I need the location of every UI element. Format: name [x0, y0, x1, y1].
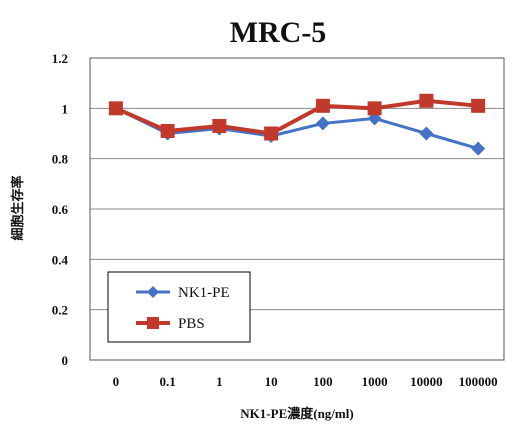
data-point-diamond	[471, 141, 486, 156]
x-tick-label: 10	[265, 374, 278, 389]
data-point-square	[315, 98, 330, 113]
x-tick-labels: 0 0.1 1 10 100 1000 10000 100000	[113, 374, 498, 389]
data-point-square	[419, 93, 434, 108]
legend-label: NK1-PE	[178, 285, 230, 301]
x-tick-label: 100000	[459, 374, 498, 389]
data-point-square	[212, 118, 227, 133]
y-tick-label: 0	[62, 353, 69, 368]
legend-box	[107, 271, 251, 343]
y-tick-label: 0.4	[52, 252, 69, 267]
y-tick-label: 0.6	[52, 202, 69, 217]
y-tick-labels: 0 0.2 0.4 0.6 0.8 1 1.2	[52, 51, 69, 368]
chart-title: MRC-5	[230, 16, 327, 49]
series-line	[115, 106, 479, 151]
data-point-diamond	[419, 126, 434, 141]
y-tick-label: 1	[62, 101, 69, 116]
data-point-square	[108, 101, 123, 116]
x-tick-label: 10000	[410, 374, 443, 389]
x-tick-label: 1	[216, 374, 223, 389]
legend-marker-diamond	[147, 286, 159, 298]
x-tick-label: 0	[113, 374, 120, 389]
x-tick-label: 1000	[362, 374, 388, 389]
data-point-diamond	[315, 116, 330, 131]
legend: NK1-PE PBS	[107, 271, 251, 343]
data-point-square	[264, 126, 279, 141]
series-line	[115, 98, 479, 136]
y-tick-label: 0.2	[52, 303, 68, 318]
data-point-square	[367, 101, 382, 116]
x-tick-label: 0.1	[160, 374, 176, 389]
y-tick-label: 0.8	[52, 152, 69, 167]
y-tick-label: 1.2	[52, 51, 68, 66]
legend-label: PBS	[178, 316, 205, 332]
x-axis-label: NK1-PE濃度(ng/ml)	[240, 406, 353, 421]
y-axis-label: 細胞生存率	[10, 175, 25, 240]
series-group	[108, 93, 486, 156]
data-point-square	[471, 98, 486, 113]
x-tick-label: 100	[313, 374, 333, 389]
legend-marker-square	[147, 317, 159, 329]
plot-area-border	[89, 57, 505, 361]
data-point-square	[160, 123, 175, 138]
